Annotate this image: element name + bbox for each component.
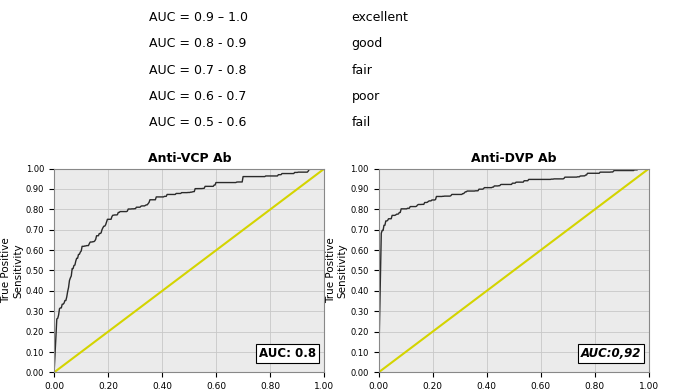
Text: AUC: 0.8: AUC: 0.8 bbox=[259, 347, 316, 360]
Text: AUC = 0.8 - 0.9: AUC = 0.8 - 0.9 bbox=[149, 38, 246, 51]
Y-axis label: True Positive
Sensitivity: True Positive Sensitivity bbox=[326, 238, 347, 303]
Y-axis label: True Positive
Sensitivity: True Positive Sensitivity bbox=[1, 238, 23, 303]
Text: fail: fail bbox=[352, 116, 370, 129]
Text: AUC = 0.5 - 0.6: AUC = 0.5 - 0.6 bbox=[149, 116, 246, 129]
Text: fair: fair bbox=[352, 64, 372, 76]
Text: excellent: excellent bbox=[352, 11, 408, 24]
Text: good: good bbox=[352, 38, 383, 51]
Text: AUC = 0.7 - 0.8: AUC = 0.7 - 0.8 bbox=[149, 64, 246, 76]
Title: Anti-DVP Ab: Anti-DVP Ab bbox=[471, 152, 556, 165]
Text: poor: poor bbox=[352, 90, 380, 103]
Text: AUC = 0.6 - 0.7: AUC = 0.6 - 0.7 bbox=[149, 90, 246, 103]
Text: AUC:0,92: AUC:0,92 bbox=[581, 347, 641, 360]
Title: Anti-VCP Ab: Anti-VCP Ab bbox=[147, 152, 231, 165]
Text: AUC = 0.9 – 1.0: AUC = 0.9 – 1.0 bbox=[149, 11, 247, 24]
